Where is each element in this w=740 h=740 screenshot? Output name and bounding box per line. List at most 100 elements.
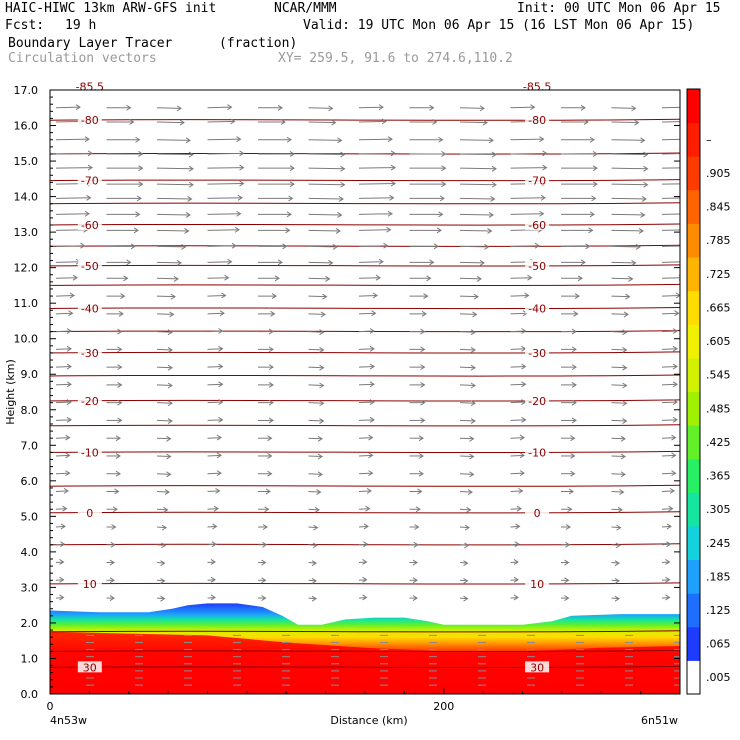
- wind-vector: [661, 472, 676, 475]
- wind-arrowhead: [117, 381, 123, 388]
- isotherm-label: -80: [528, 114, 546, 127]
- wind-arrowhead: [518, 487, 524, 494]
- colorbar-label: .305: [706, 503, 731, 516]
- wind-vector: [611, 277, 633, 280]
- wind-arrowhead: [170, 293, 176, 300]
- isotherm-line: [50, 665, 680, 669]
- y-tick-label: 4.0: [21, 546, 39, 559]
- wind-vector: [207, 312, 225, 315]
- wind-arrowhead: [671, 452, 677, 459]
- wind-arrowhead: [420, 381, 426, 388]
- wind-arrowhead: [622, 382, 628, 389]
- isotherm-line: [50, 374, 680, 377]
- wind-arrowhead: [585, 243, 591, 250]
- wind-vector: [358, 579, 367, 581]
- isotherm-label-bg: [77, 174, 102, 186]
- wind-arrowhead: [534, 242, 540, 249]
- wind-vector: [156, 229, 189, 232]
- wind-arrowhead: [423, 293, 429, 299]
- wind-vector: [459, 331, 476, 333]
- wind-vector: [358, 229, 391, 231]
- wind-vector: [156, 419, 173, 422]
- wind-arrowhead: [311, 560, 317, 567]
- wind-vector: [611, 490, 624, 493]
- wind-arrowhead: [470, 382, 476, 389]
- wind-arrowhead: [322, 293, 328, 300]
- isotherm-label: -80: [81, 114, 99, 127]
- wind-arrowhead: [117, 417, 123, 424]
- wind-vector: [156, 121, 185, 124]
- isotherm-label: -85.5: [76, 80, 104, 93]
- wind-arrowhead: [469, 453, 475, 460]
- wind-vector: [611, 455, 626, 458]
- isotherm-label-bg: [77, 506, 102, 518]
- wind-arrowhead: [224, 274, 230, 281]
- wind-arrowhead: [589, 211, 595, 218]
- wind-vector: [207, 277, 229, 279]
- wind-arrowhead: [432, 119, 438, 125]
- wind-arrowhead: [479, 105, 485, 112]
- wind-arrowhead: [68, 310, 74, 317]
- colorbar-swatch: [687, 593, 700, 628]
- wind-vector: [358, 197, 394, 199]
- wind-arrowhead: [268, 346, 274, 353]
- right-endpoint-label: 6n51w: [641, 714, 678, 727]
- wind-vector: [459, 107, 485, 109]
- wind-arrowhead: [488, 137, 494, 144]
- wind-vector: [207, 294, 226, 297]
- wind-vector: [358, 561, 367, 564]
- wind-arrowhead: [487, 228, 493, 234]
- wind-arrowhead: [317, 471, 323, 478]
- wind-vector: [510, 383, 526, 386]
- wind-arrowhead: [185, 137, 191, 144]
- wind-arrowhead: [441, 165, 447, 172]
- y-tick-label: 7.0: [21, 439, 39, 452]
- wind-arrowhead: [672, 416, 678, 423]
- wind-vector: [661, 229, 680, 231]
- wind-arrowhead: [571, 364, 577, 371]
- wind-vector: [358, 419, 375, 421]
- wind-arrowhead: [236, 210, 242, 217]
- wind-vector: [611, 402, 627, 404]
- wind-vector: [510, 213, 544, 215]
- wind-arrowhead: [463, 560, 469, 567]
- colorbar-swatch: [687, 660, 700, 695]
- wind-vector: [207, 437, 222, 439]
- wind-arrowhead: [169, 311, 175, 318]
- wind-vector: [459, 277, 482, 280]
- wind-vector: [156, 455, 171, 458]
- wind-arrowhead: [236, 136, 242, 143]
- field-name: Boundary Layer Tracer: [8, 36, 173, 51]
- isotherm-label: -50: [528, 260, 546, 273]
- wind-arrowhead: [120, 293, 126, 299]
- wind-arrowhead: [570, 453, 576, 459]
- wind-vector: [661, 121, 680, 123]
- wind-vector: [358, 472, 373, 475]
- wind-vector: [55, 454, 70, 457]
- wind-arrowhead: [619, 489, 625, 496]
- wind-arrowhead: [466, 506, 472, 513]
- colorbar-swatch: [687, 525, 700, 560]
- wind-arrowhead: [631, 105, 637, 112]
- wind-vector: [611, 183, 648, 186]
- wind-vector: [207, 261, 232, 263]
- wind-arrowhead: [340, 165, 346, 172]
- wind-arrowhead: [268, 328, 274, 335]
- wind-arrowhead: [583, 119, 589, 125]
- wind-arrowhead: [665, 594, 671, 601]
- wind-vector: [661, 153, 680, 155]
- wind-vector: [510, 508, 522, 510]
- y-tick-label: 9.0: [21, 368, 39, 381]
- wind-vector: [308, 167, 345, 170]
- wind-arrowhead: [438, 136, 444, 143]
- wind-arrowhead: [387, 210, 393, 217]
- wind-arrowhead: [369, 416, 375, 423]
- wind-arrowhead: [570, 470, 576, 477]
- wind-vector: [358, 525, 369, 528]
- wind-arrowhead: [565, 541, 571, 548]
- colorbar-label: .425: [706, 436, 731, 449]
- wind-arrowhead: [390, 180, 396, 187]
- wind-arrowhead: [87, 164, 93, 171]
- wind-vector: [156, 107, 182, 109]
- isotherm-line: [50, 450, 680, 454]
